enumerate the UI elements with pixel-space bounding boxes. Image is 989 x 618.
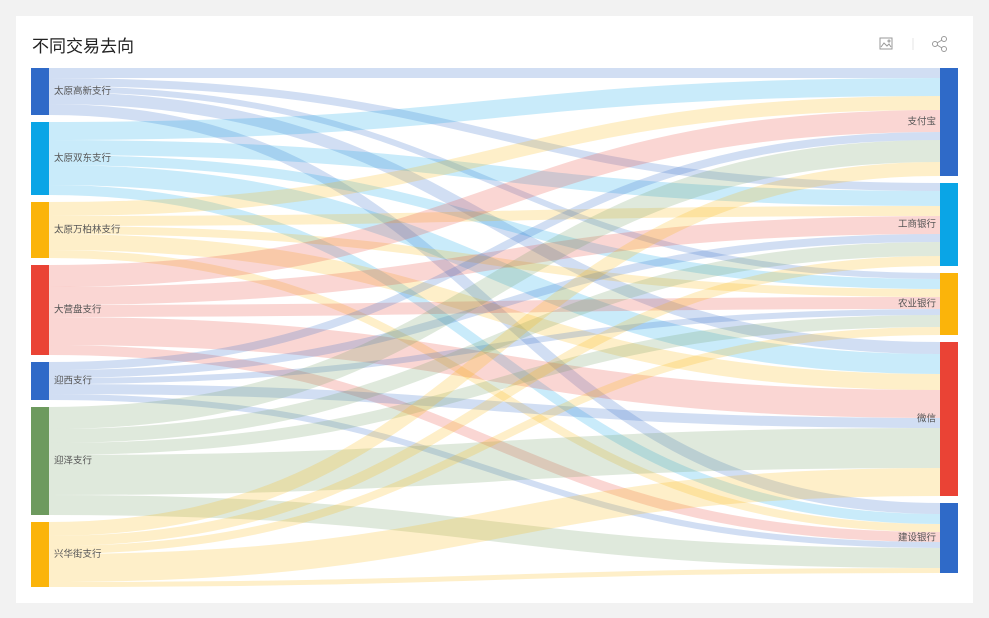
link (48, 428, 941, 495)
link (48, 206, 941, 226)
link (48, 345, 941, 542)
link (48, 140, 941, 429)
link (48, 132, 941, 370)
link (48, 384, 941, 428)
link (48, 242, 941, 443)
node-label: 大营盘支行 (54, 304, 102, 316)
link (48, 155, 941, 289)
node (31, 265, 49, 355)
node-label: 微信 (917, 413, 936, 425)
link (48, 78, 941, 191)
link (48, 234, 941, 378)
link (48, 317, 941, 418)
link (48, 226, 941, 297)
share-icon[interactable] (932, 36, 947, 52)
save-image-icon[interactable] (879, 37, 893, 50)
link (48, 216, 941, 305)
node (940, 68, 958, 176)
node-label: 迎西支行 (54, 375, 93, 387)
node-label: 太原万柏林支行 (54, 224, 121, 236)
link (48, 315, 941, 455)
link (48, 78, 941, 140)
node-label: 农业银行 (898, 298, 937, 310)
card (16, 16, 973, 603)
link (48, 104, 941, 514)
link (48, 394, 941, 548)
node (31, 202, 49, 258)
link (48, 92, 941, 354)
link (48, 250, 941, 532)
node-label: 兴华街支行 (54, 548, 102, 560)
link (48, 256, 941, 546)
link (48, 495, 941, 568)
link (48, 162, 941, 536)
node (940, 183, 958, 266)
link (48, 568, 941, 587)
node-label: 支付宝 (907, 116, 936, 128)
node-label: 迎泽支行 (54, 455, 93, 467)
node (31, 362, 49, 400)
node (31, 122, 49, 195)
node (31, 407, 49, 515)
link (48, 140, 941, 206)
link (48, 309, 941, 384)
link (48, 234, 941, 390)
link (48, 185, 941, 524)
node-label: 太原双东支行 (54, 152, 112, 164)
link (48, 86, 941, 279)
link (48, 165, 941, 374)
node-label: 建设银行 (898, 532, 937, 544)
node-label: 工商银行 (898, 218, 937, 230)
node-label: 太原高新支行 (54, 85, 112, 97)
link (48, 468, 941, 582)
link (48, 110, 941, 287)
link (48, 297, 941, 317)
node (940, 342, 958, 496)
node (940, 503, 958, 573)
node (940, 273, 958, 335)
link (48, 327, 941, 554)
link (48, 96, 941, 216)
node (31, 522, 49, 587)
chart-title: 不同交易去向 (32, 37, 134, 57)
node (31, 68, 49, 115)
